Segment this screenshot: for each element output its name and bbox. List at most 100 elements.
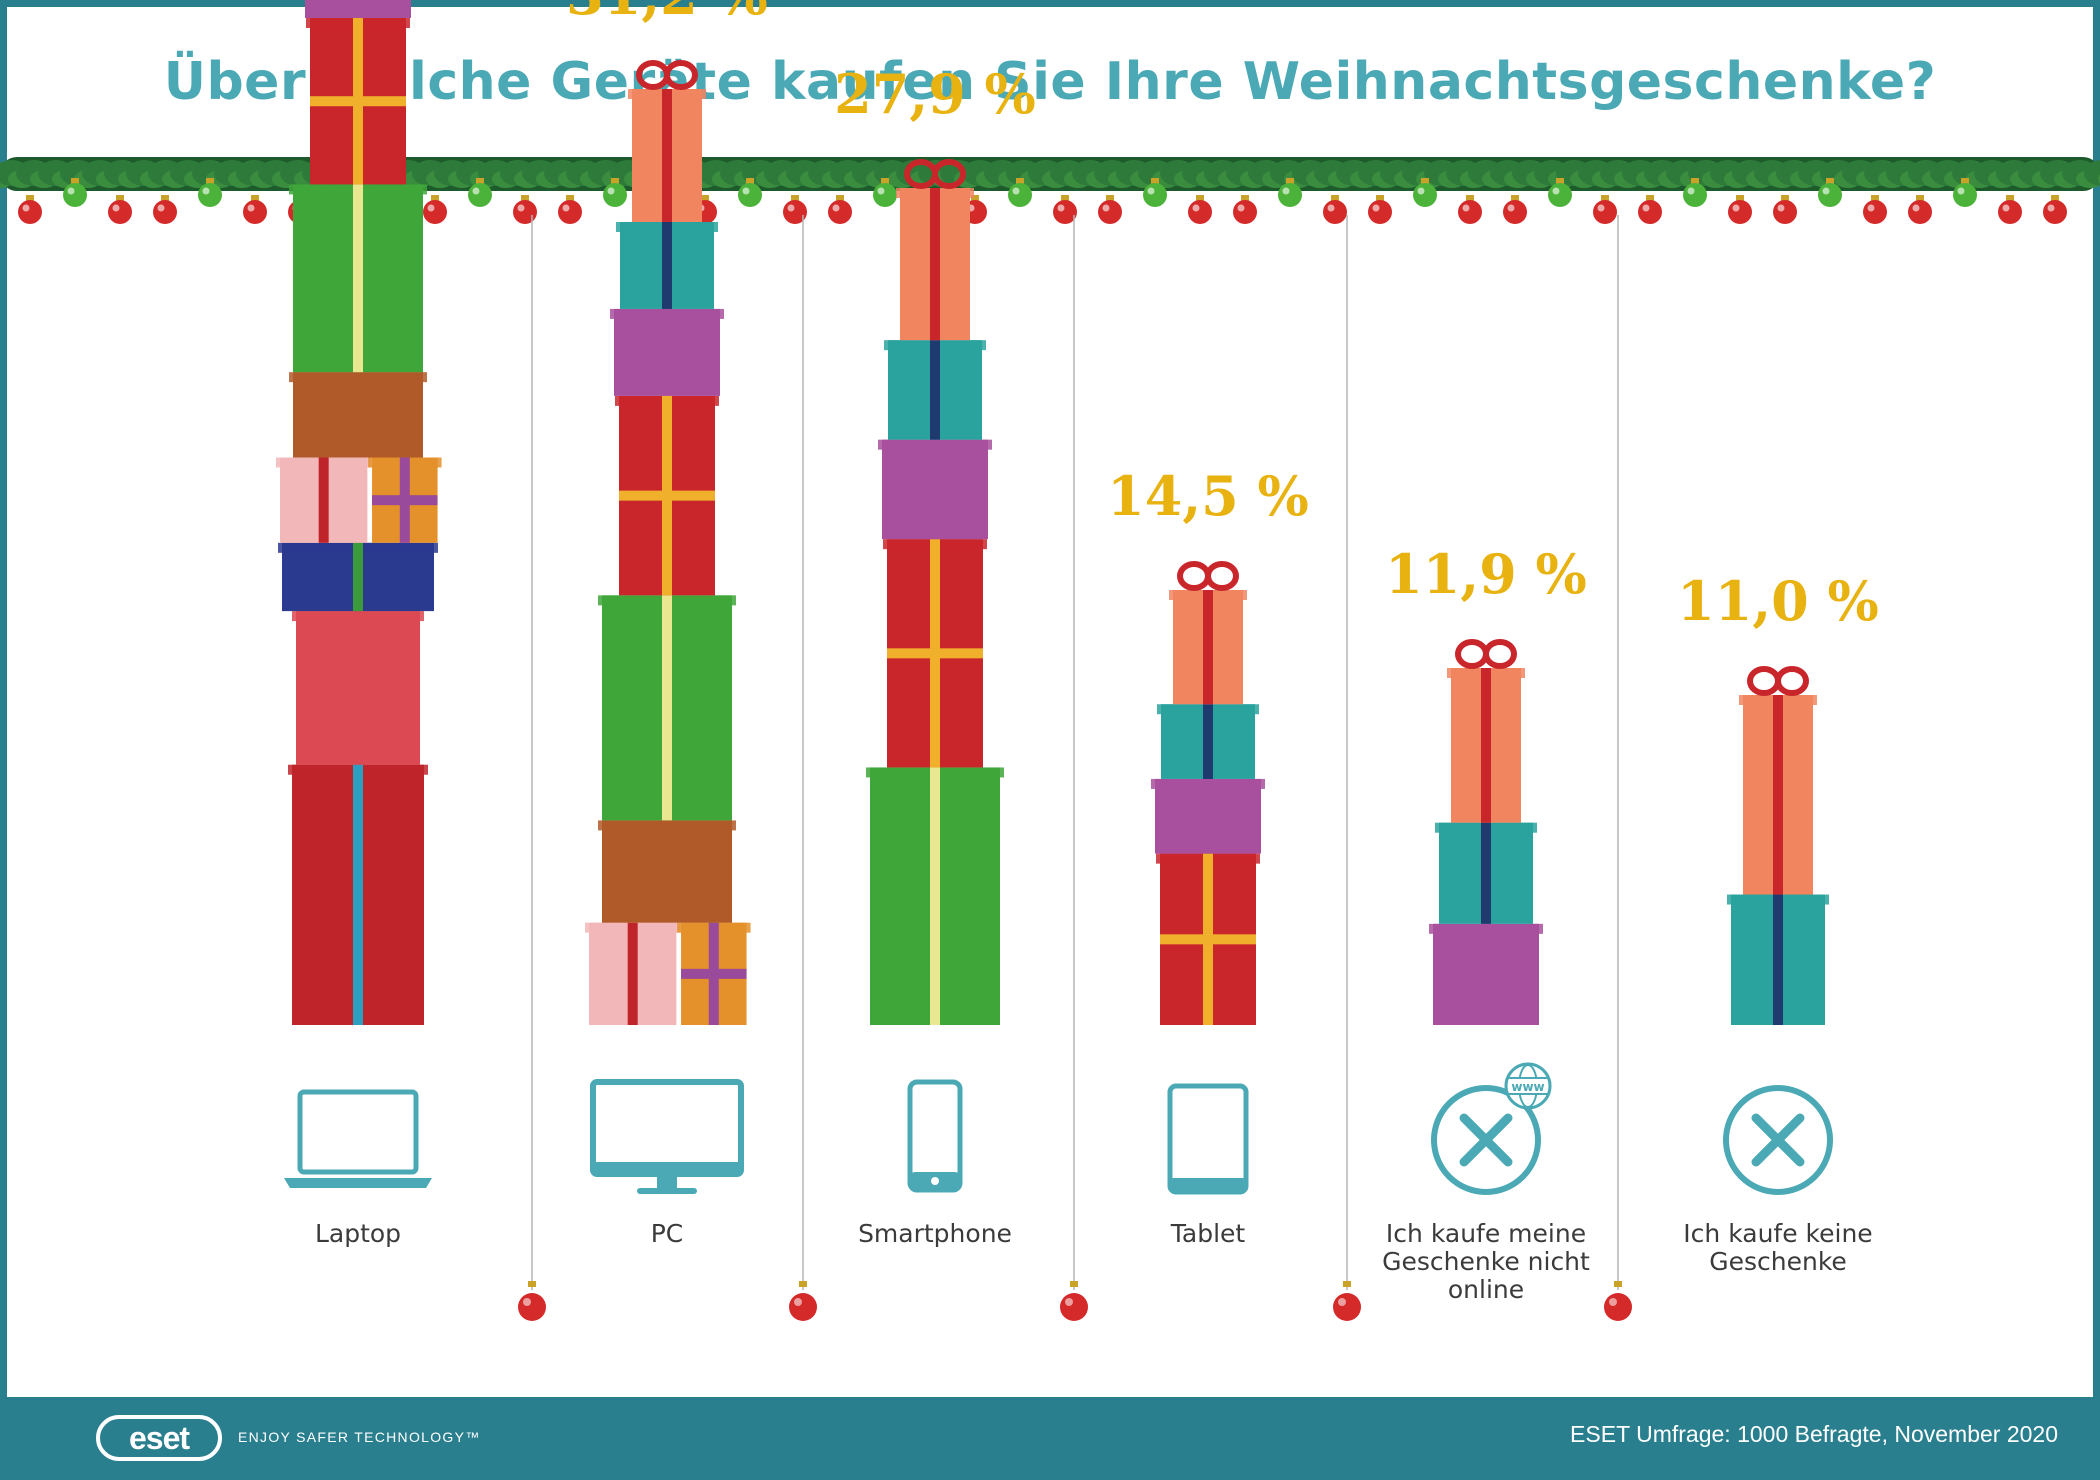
ornament-cap xyxy=(566,195,574,201)
ornament-cap xyxy=(2051,195,2059,201)
gift-box xyxy=(602,820,732,923)
gift-stack-bar xyxy=(1727,666,1829,1025)
gift-bow xyxy=(1455,639,1489,669)
ornament-shine xyxy=(832,204,840,212)
ornament-cap xyxy=(1511,195,1519,201)
category-label: Tablet xyxy=(1170,1219,1246,1248)
ornament-cap xyxy=(971,195,979,201)
gift-box xyxy=(614,308,720,396)
category-label: online xyxy=(1448,1275,1524,1304)
monitor-stand xyxy=(657,1176,677,1190)
ornament-cap xyxy=(1691,178,1699,184)
ornament-shine xyxy=(523,1298,531,1306)
gift-stack-bar xyxy=(1151,561,1265,1025)
ornament-cap xyxy=(1070,1281,1078,1287)
ornament-shine xyxy=(1687,187,1695,195)
ornament-shine xyxy=(1507,204,1515,212)
footer: eset ENJOY SAFER TECHNOLOGY™ ESET Umfrag… xyxy=(0,1397,2100,1480)
laptop-icon xyxy=(284,1089,432,1188)
gift-stack-bar xyxy=(276,0,442,1025)
ornament-shine xyxy=(472,187,480,195)
ornament-cap xyxy=(206,178,214,184)
ornament-shine xyxy=(112,204,120,212)
gift-ribbon xyxy=(1160,934,1256,945)
red-ornament xyxy=(1604,1293,1632,1321)
ornament-cap xyxy=(2006,195,2014,201)
garland-leaf xyxy=(2084,160,2100,186)
gift-ribbon xyxy=(1481,822,1491,924)
ornament-shine xyxy=(1552,187,1560,195)
ornament-cap xyxy=(1614,1281,1622,1287)
monitor-chin xyxy=(593,1162,741,1176)
gift-stack-bar xyxy=(1429,639,1543,1025)
gift-bow xyxy=(636,60,670,90)
ornament-cap xyxy=(1556,178,1564,184)
gift-bow xyxy=(1483,639,1517,669)
gift-ribbon xyxy=(662,595,672,821)
gift-bow xyxy=(932,159,966,189)
red-ornament xyxy=(1060,1293,1088,1321)
no-online-icon: www xyxy=(1431,1062,1552,1195)
smartphone-icon xyxy=(907,1079,963,1193)
monitor-foot xyxy=(637,1188,697,1194)
ornament-cap xyxy=(1421,178,1429,184)
ornament-cap xyxy=(1376,195,1384,201)
gift-box-lid xyxy=(1429,923,1543,934)
ornament-cap xyxy=(528,1281,536,1287)
category-label: Laptop xyxy=(315,1219,401,1248)
ornament-cap xyxy=(1016,178,1024,184)
ornament-shine xyxy=(427,204,435,212)
gift-ribbon xyxy=(930,188,940,341)
ornament-cap xyxy=(799,1281,807,1287)
gift-box-lid xyxy=(598,820,736,831)
ornament-shine xyxy=(202,187,210,195)
gift-bow xyxy=(904,159,938,189)
laptop-screen xyxy=(297,1089,419,1175)
ornament-cap xyxy=(1736,195,1744,201)
source-note: ESET Umfrage: 1000 Befragte, November 20… xyxy=(1570,1421,2058,1447)
ornament-shine xyxy=(157,204,165,212)
gift-box xyxy=(1433,923,1539,1025)
ornament-cap xyxy=(1343,1281,1351,1287)
ornament-cap xyxy=(521,195,529,201)
ornament-cap xyxy=(116,195,124,201)
pc-monitor-icon xyxy=(590,1079,744,1194)
ornament-shine xyxy=(517,204,525,212)
percent-label: 31,2 % xyxy=(566,0,768,27)
category-label: Ich kaufe meine xyxy=(1386,1219,1586,1248)
gift-ribbon xyxy=(318,457,329,543)
gift-ribbon xyxy=(310,96,406,107)
ornament-cap xyxy=(746,178,754,184)
ornament-shine xyxy=(22,204,30,212)
ornament-shine xyxy=(2002,204,2010,212)
category-label: Ich kaufe keine xyxy=(1683,1219,1872,1248)
percent-label: 27,9 % xyxy=(834,62,1036,126)
gift-ribbon xyxy=(1773,894,1783,1025)
tablet-chin xyxy=(1170,1178,1246,1192)
gift-box-lid xyxy=(1151,778,1265,789)
percent-label: 11,9 % xyxy=(1385,542,1587,606)
ornament-cap xyxy=(26,195,34,201)
gift-stack-bar xyxy=(585,60,751,1025)
ornament-shine xyxy=(1642,204,1650,212)
ornament-cap xyxy=(1286,178,1294,184)
category-label: Smartphone xyxy=(858,1219,1012,1248)
gift-box xyxy=(305,0,411,19)
ornament-cap xyxy=(1961,178,1969,184)
gift-ribbon xyxy=(372,495,438,506)
ornament-shine xyxy=(1102,204,1110,212)
gift-ribbon xyxy=(1203,704,1213,779)
eset-logo-text: eset xyxy=(128,1420,190,1456)
ornament-shine xyxy=(1372,204,1380,212)
ornament-shine xyxy=(1732,204,1740,212)
ornament-shine xyxy=(1822,187,1830,195)
ornament-shine xyxy=(562,204,570,212)
cross-mark xyxy=(1751,1113,1805,1167)
ornament-shine xyxy=(742,187,750,195)
laptop-base xyxy=(284,1178,432,1188)
ornament-shine xyxy=(2047,204,2055,212)
ornament-shine xyxy=(1957,187,1965,195)
ornament-shine xyxy=(1597,204,1605,212)
ornament-cap xyxy=(71,178,79,184)
